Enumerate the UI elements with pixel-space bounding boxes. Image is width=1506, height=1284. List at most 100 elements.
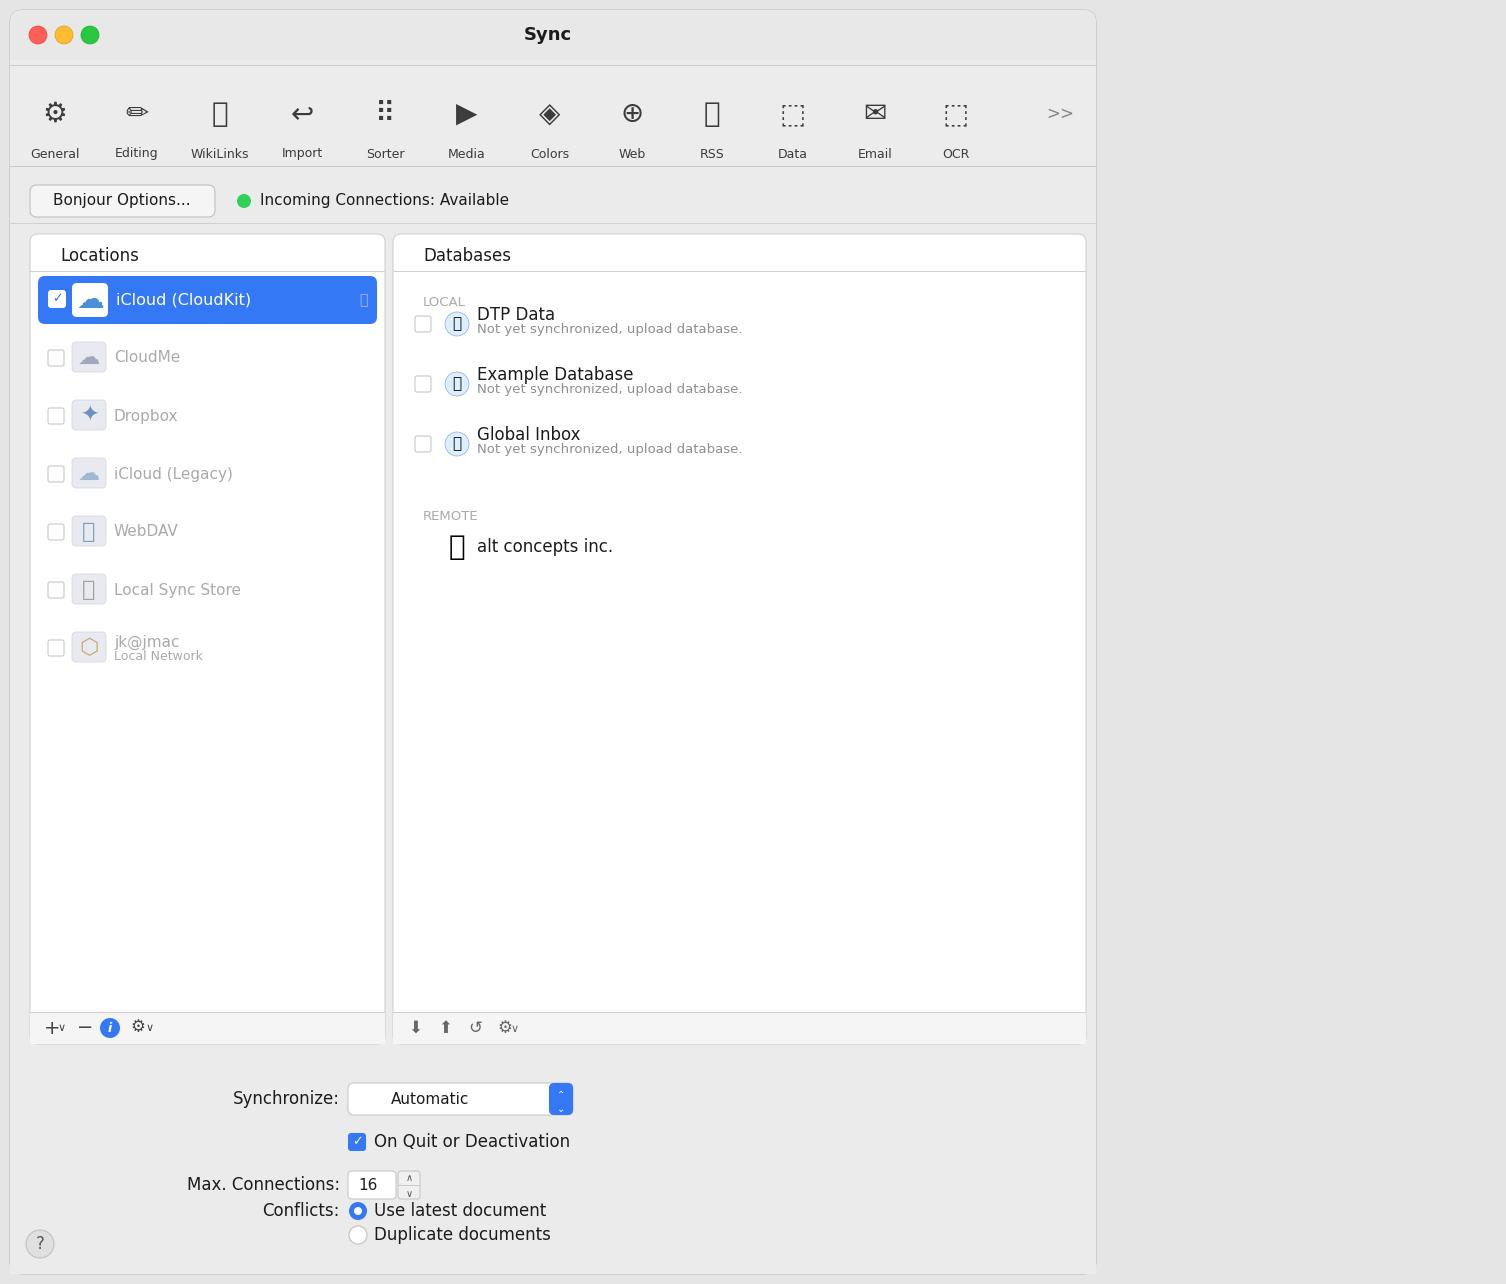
Text: iCloud (CloudKit): iCloud (CloudKit)	[116, 293, 252, 307]
Text: Bonjour Options...: Bonjour Options...	[53, 194, 191, 208]
FancyBboxPatch shape	[416, 316, 431, 333]
FancyBboxPatch shape	[416, 376, 431, 392]
FancyBboxPatch shape	[30, 234, 386, 1044]
FancyBboxPatch shape	[11, 10, 1096, 1274]
FancyBboxPatch shape	[48, 351, 63, 366]
Text: Databases: Databases	[423, 247, 511, 265]
Text: OCR: OCR	[943, 148, 970, 160]
FancyBboxPatch shape	[48, 639, 63, 656]
FancyBboxPatch shape	[72, 401, 105, 430]
Text: ⬛: ⬛	[212, 100, 229, 128]
Text: REMOTE: REMOTE	[423, 511, 479, 524]
Text: Automatic: Automatic	[392, 1091, 470, 1107]
Text: ↺: ↺	[468, 1019, 482, 1037]
Text: 🔑: 🔑	[358, 293, 367, 307]
Circle shape	[444, 431, 468, 456]
FancyBboxPatch shape	[48, 408, 63, 424]
Text: ⬆: ⬆	[438, 1019, 452, 1037]
Text: 🌀: 🌀	[449, 533, 465, 561]
Text: ⌄: ⌄	[557, 1104, 565, 1115]
Circle shape	[26, 1230, 54, 1258]
Text: Duplicate documents: Duplicate documents	[373, 1226, 551, 1244]
FancyBboxPatch shape	[30, 185, 215, 217]
Text: 📶: 📶	[703, 100, 720, 128]
Text: CloudMe: CloudMe	[114, 351, 181, 366]
Text: ✦: ✦	[80, 406, 98, 426]
Text: ⚙: ⚙	[131, 1018, 146, 1036]
Text: ∨: ∨	[511, 1025, 520, 1034]
Text: DTP Data: DTP Data	[477, 306, 556, 324]
Bar	[393, 1012, 1086, 1044]
Circle shape	[349, 1202, 367, 1220]
Text: Data: Data	[779, 148, 809, 160]
Circle shape	[99, 1018, 120, 1037]
Text: ✉: ✉	[863, 100, 887, 128]
Text: Locations: Locations	[60, 247, 139, 265]
Text: ⬇: ⬇	[408, 1019, 422, 1037]
FancyBboxPatch shape	[48, 524, 63, 541]
Text: ⚙: ⚙	[42, 100, 68, 128]
FancyBboxPatch shape	[48, 466, 63, 482]
Text: alt concepts inc.: alt concepts inc.	[477, 538, 613, 556]
Text: ⊕: ⊕	[620, 100, 643, 128]
FancyBboxPatch shape	[11, 10, 1096, 1274]
Text: ⬚: ⬚	[943, 100, 970, 128]
Text: Email: Email	[857, 148, 893, 160]
FancyBboxPatch shape	[416, 437, 431, 452]
Text: Import: Import	[282, 148, 322, 160]
Text: Sorter: Sorter	[366, 148, 404, 160]
Text: RSS: RSS	[700, 148, 724, 160]
Text: On Quit or Deactivation: On Quit or Deactivation	[373, 1132, 571, 1150]
FancyBboxPatch shape	[48, 290, 66, 308]
Text: 💧: 💧	[452, 437, 461, 452]
Circle shape	[354, 1207, 361, 1215]
FancyBboxPatch shape	[398, 1171, 420, 1199]
Text: ☁: ☁	[77, 286, 104, 315]
FancyBboxPatch shape	[72, 516, 105, 546]
Text: LOCAL: LOCAL	[423, 295, 465, 308]
Text: 💧: 💧	[452, 316, 461, 331]
FancyBboxPatch shape	[348, 1082, 572, 1115]
FancyBboxPatch shape	[550, 1082, 572, 1115]
Text: 🌐: 🌐	[83, 523, 96, 542]
Text: iCloud (Legacy): iCloud (Legacy)	[114, 466, 233, 482]
Text: ☁: ☁	[78, 464, 99, 484]
Text: Web: Web	[619, 148, 646, 160]
Circle shape	[56, 26, 72, 44]
Text: jk@jmac: jk@jmac	[114, 634, 179, 650]
Circle shape	[349, 1226, 367, 1244]
Text: Synchronize:: Synchronize:	[233, 1090, 340, 1108]
Text: Not yet synchronized, upload database.: Not yet synchronized, upload database.	[477, 443, 742, 457]
Circle shape	[444, 312, 468, 336]
Text: 16: 16	[358, 1177, 378, 1193]
Text: Use latest document: Use latest document	[373, 1202, 547, 1220]
Text: ⚙: ⚙	[497, 1019, 512, 1037]
Text: ☁: ☁	[78, 348, 99, 369]
Text: ⌃: ⌃	[557, 1090, 565, 1100]
Text: +: +	[44, 1018, 60, 1037]
Text: Media: Media	[449, 148, 486, 160]
Text: ⬚: ⬚	[780, 100, 806, 128]
Text: ⬡: ⬡	[80, 638, 99, 657]
Text: ✓: ✓	[51, 293, 62, 306]
Text: ▶: ▶	[456, 100, 477, 128]
Text: ∨: ∨	[146, 1023, 154, 1034]
Text: ∧: ∧	[405, 1174, 413, 1183]
Text: Colors: Colors	[530, 148, 569, 160]
Text: Editing: Editing	[114, 148, 158, 160]
Text: Dropbox: Dropbox	[114, 408, 179, 424]
Text: WikiLinks: WikiLinks	[191, 148, 250, 160]
Text: ∨: ∨	[405, 1189, 413, 1199]
Text: Global Inbox: Global Inbox	[477, 426, 580, 444]
Text: ✏: ✏	[125, 100, 149, 128]
FancyBboxPatch shape	[72, 342, 105, 372]
Circle shape	[236, 194, 252, 208]
Circle shape	[29, 26, 47, 44]
FancyBboxPatch shape	[11, 10, 1096, 60]
Text: Not yet synchronized, upload database.: Not yet synchronized, upload database.	[477, 324, 742, 336]
FancyBboxPatch shape	[393, 234, 1086, 1044]
Text: General: General	[30, 148, 80, 160]
Bar	[30, 1012, 386, 1044]
Text: ◈: ◈	[539, 100, 560, 128]
Text: >>: >>	[1047, 105, 1074, 123]
